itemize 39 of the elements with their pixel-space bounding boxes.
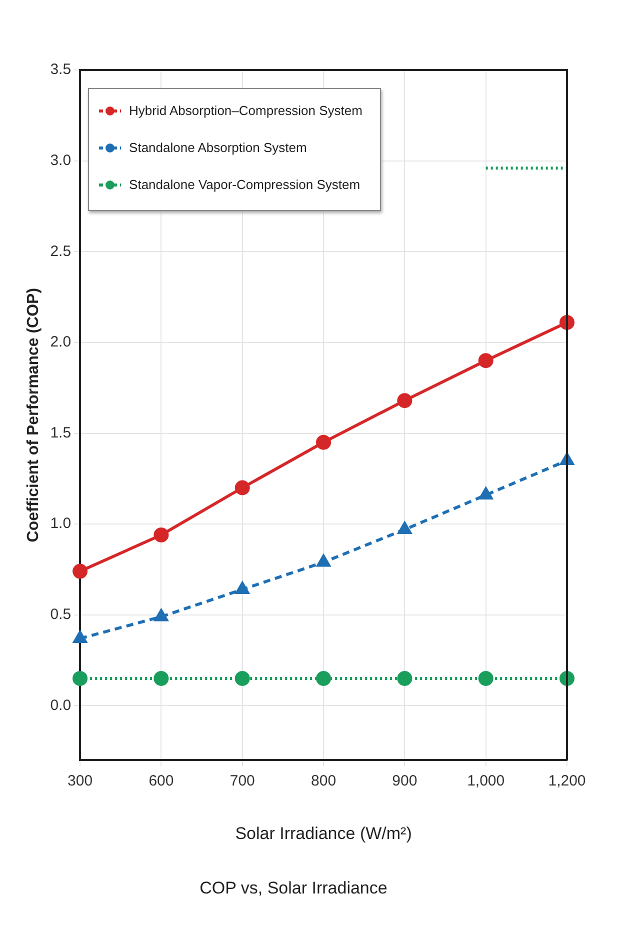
y-tick-label: 2.5	[50, 242, 72, 260]
point	[234, 480, 250, 496]
point	[316, 554, 330, 567]
point	[72, 670, 88, 686]
point	[398, 522, 412, 534]
point	[236, 582, 250, 594]
y-tick-label: 2.0	[50, 334, 72, 351]
y-tick-label: 3.5	[50, 61, 72, 78]
text: COP vs, Solar Irradiance	[200, 878, 388, 898]
x-tick-label: 1,000	[467, 772, 505, 790]
point	[397, 393, 412, 408]
point	[316, 434, 332, 450]
y-axis-title: Coefficient of Performance (COP)	[25, 288, 42, 542]
legend-label: Standalone Absorption System	[129, 140, 307, 155]
point	[234, 670, 250, 686]
point	[73, 631, 87, 644]
y-tick-label: 3.0	[50, 152, 72, 169]
point	[72, 564, 88, 579]
point	[478, 353, 494, 368]
legend-label: Hybrid Absorption–Compression System	[129, 103, 362, 118]
point	[478, 670, 494, 686]
x-axis-title: Solar Irradiance (W/m²)	[235, 824, 412, 844]
y-tick-label: 1.0	[50, 515, 72, 532]
y-tick-label: 0.5	[50, 606, 72, 624]
x-tick-label: 800	[311, 772, 336, 790]
x-tick-label: 600	[148, 772, 174, 790]
x-tick-label: 300	[68, 772, 93, 790]
point	[479, 488, 493, 500]
legend-label: Standalone Vapor-Compression System	[129, 177, 360, 192]
x-tick-label: 1,200	[548, 772, 586, 790]
point	[154, 670, 169, 686]
point	[397, 670, 412, 686]
x-tick-label: 900	[392, 772, 418, 790]
point	[316, 670, 332, 686]
point	[154, 609, 168, 622]
y-tick-label: 1.5	[50, 424, 72, 442]
point	[154, 527, 169, 542]
x-tick-label: 700	[230, 772, 255, 790]
y-tick-label: 0.0	[50, 696, 72, 714]
